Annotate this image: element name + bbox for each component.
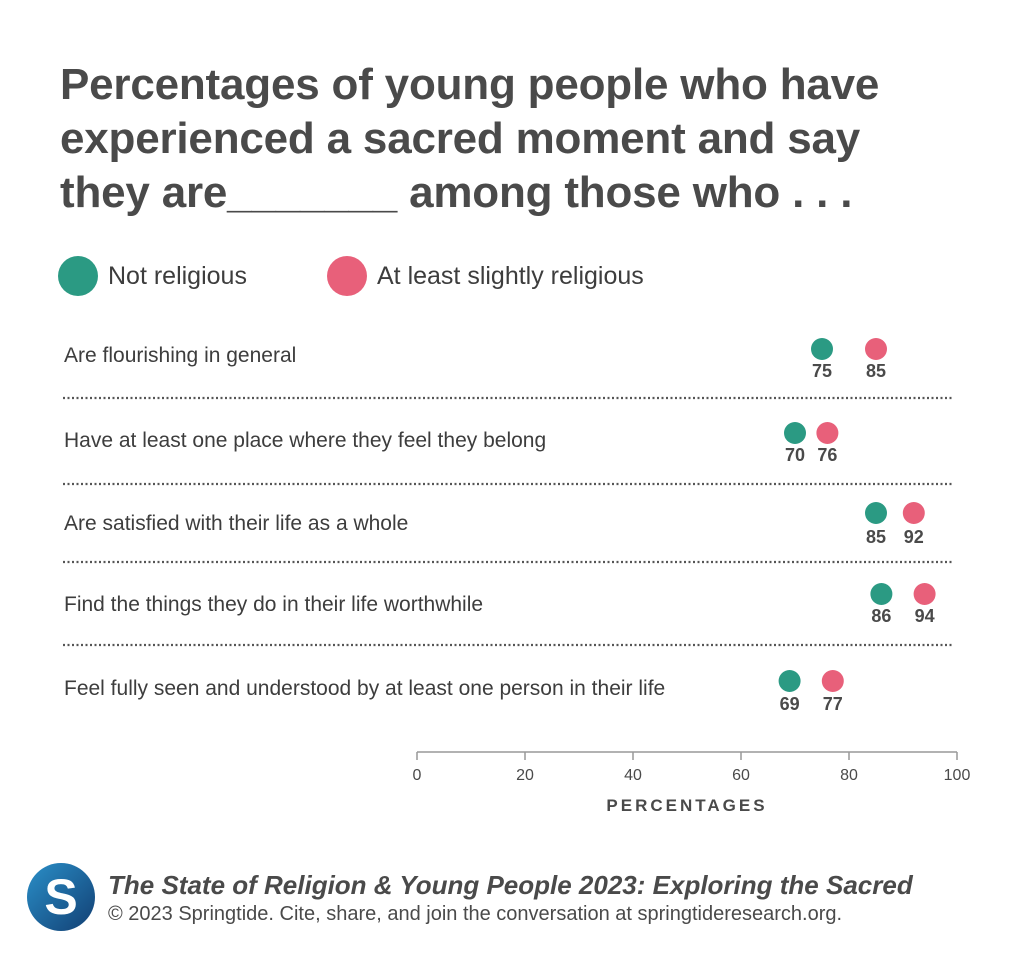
dot-not-religious [811, 338, 833, 360]
row-label: Feel fully seen and understood by at lea… [64, 677, 665, 700]
dot-religious [865, 338, 887, 360]
dot-religious [816, 422, 839, 444]
row-label: Are flourishing in general [64, 344, 296, 367]
svg-text:S: S [44, 869, 77, 925]
row-label: Are satisfied with their life as a whole [64, 512, 408, 535]
x-tick-label: 40 [624, 767, 642, 784]
value-label-religious: 94 [915, 606, 935, 626]
x-tick-label: 20 [516, 767, 534, 784]
value-label-not-religious: 75 [812, 361, 832, 381]
chart-title: Percentages of young people who have exp… [60, 58, 980, 220]
x-tick-label: 80 [840, 767, 858, 784]
title-line: experienced a sacred moment and say [60, 114, 861, 163]
legend-label-religious: At least slightly religious [377, 261, 644, 290]
legend-item-religious: At least slightly religious [327, 256, 644, 296]
value-label-not-religious: 86 [871, 606, 891, 626]
springtide-logo-icon: S [27, 863, 95, 931]
x-tick-label: 60 [732, 767, 750, 784]
dot-religious [913, 583, 936, 605]
legend-item-not-religious: Not religious [58, 256, 247, 296]
legend-swatch-religious [327, 256, 367, 296]
row-label: Find the things they do in their life wo… [64, 593, 483, 616]
dot-religious [821, 670, 844, 692]
row-label: Have at least one place where they feel … [64, 429, 546, 452]
value-label-religious: 92 [904, 527, 924, 547]
value-label-not-religious: 69 [780, 694, 800, 714]
value-label-religious: 76 [817, 445, 837, 465]
dot-not-religious [865, 502, 887, 524]
x-tick-label: 0 [413, 767, 422, 784]
report-title: The State of Religion & Young People 202… [108, 870, 913, 900]
dot-religious [902, 502, 925, 524]
x-axis-title: PERCENTAGES [606, 796, 767, 815]
title-line: they are_______ among those who . . . [60, 168, 853, 217]
value-label-not-religious: 70 [785, 445, 805, 465]
copyright-notice: © 2023 Springtide. Cite, share, and join… [108, 903, 843, 925]
dot-not-religious [870, 583, 893, 605]
value-label-religious: 85 [866, 361, 886, 381]
legend-swatch-not-religious [58, 256, 98, 296]
dot-not-religious [778, 670, 801, 692]
dot-not-religious [784, 422, 806, 444]
title-line: Percentages of young people who have [60, 60, 880, 109]
value-label-not-religious: 85 [866, 527, 886, 547]
dot-chart: Are flourishing in general Have at least … [63, 338, 971, 815]
value-label-religious: 77 [823, 694, 843, 714]
x-tick-label: 100 [944, 767, 971, 784]
legend-label-not-religious: Not religious [108, 261, 247, 290]
